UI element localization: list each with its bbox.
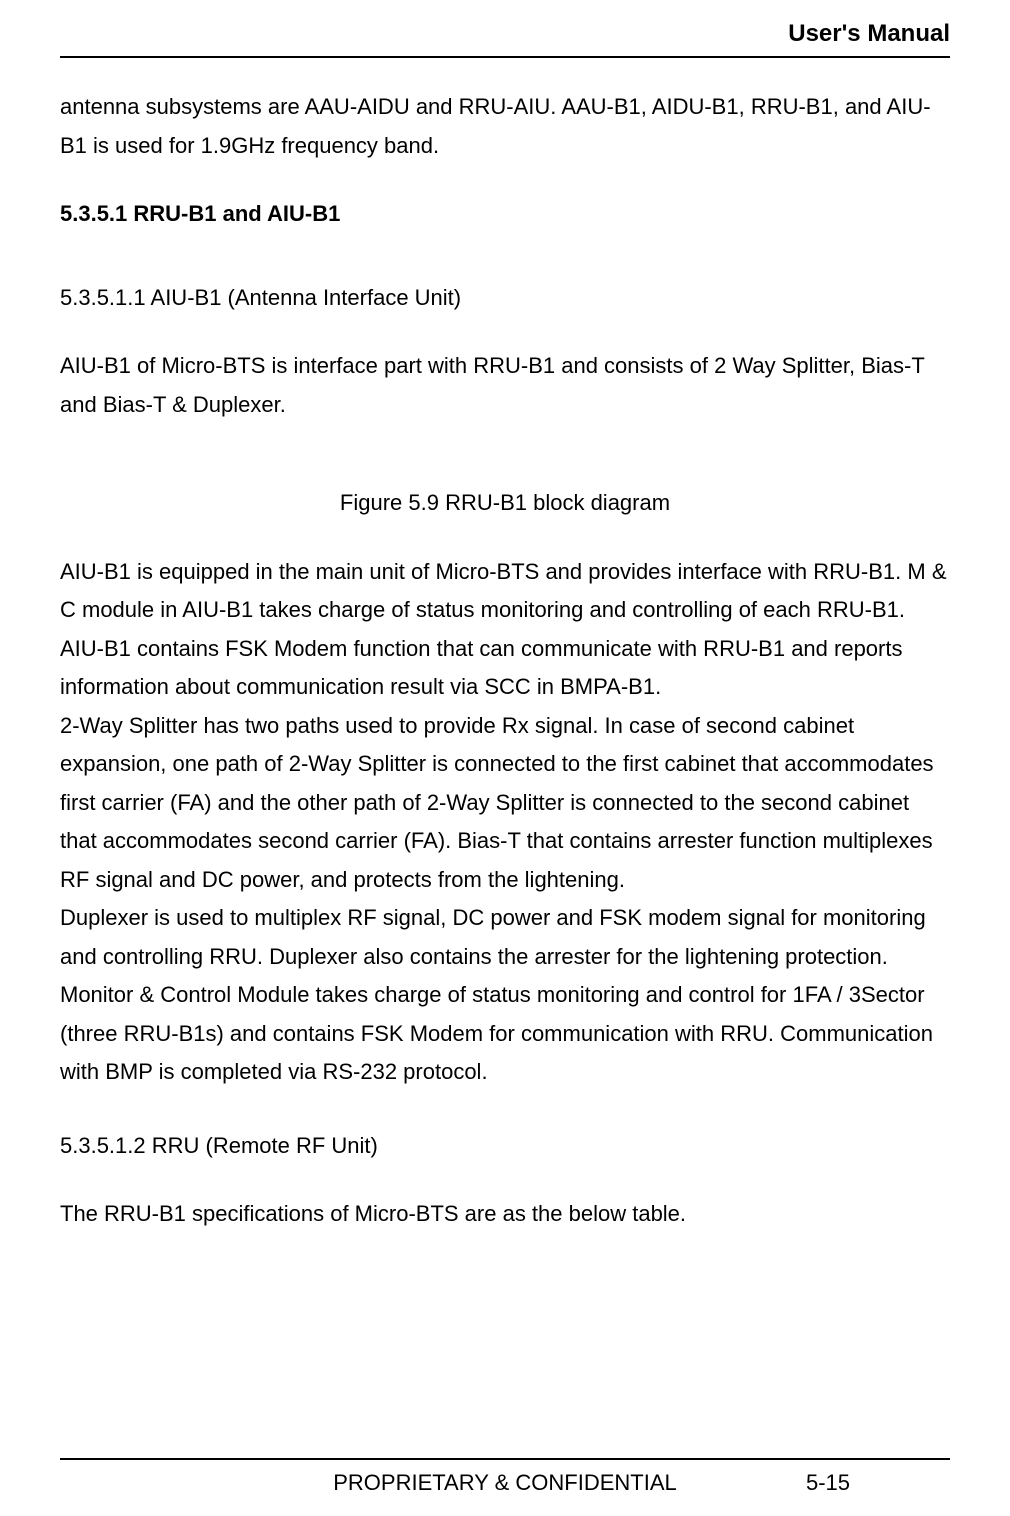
paragraph-aiu-equipped: AIU-B1 is equipped in the main unit of M… <box>60 559 947 700</box>
paragraph-2way-splitter: 2-Way Splitter has two paths used to pro… <box>60 713 934 892</box>
page-header: User's Manual <box>60 20 950 58</box>
subsection-heading-5-3-5-1-2: 5.3.5.1.2 RRU (Remote RF Unit) <box>60 1127 950 1166</box>
page-container: User's Manual antenna subsystems are AAU… <box>0 0 1010 1516</box>
paragraph-duplexer: Duplexer is used to multiplex RF signal,… <box>60 905 926 969</box>
subsection-heading-5-3-5-1-1: 5.3.5.1.1 AIU-B1 (Antenna Interface Unit… <box>60 279 950 318</box>
intro-paragraph: antenna subsystems are AAU-AIDU and RRU-… <box>60 88 950 165</box>
footer-page-number: 5-15 <box>806 1470 850 1496</box>
paragraph-monitor-control: Monitor & Control Module takes charge of… <box>60 982 933 1084</box>
paragraph-rru-spec: The RRU-B1 specifications of Micro-BTS a… <box>60 1195 950 1234</box>
section-heading-5-3-5-1: 5.3.5.1 RRU-B1 and AIU-B1 <box>60 195 950 234</box>
footer-proprietary-text: PROPRIETARY & CONFIDENTIAL <box>333 1470 677 1496</box>
page-content: antenna subsystems are AAU-AIDU and RRU-… <box>60 88 950 1458</box>
main-body-block: AIU-B1 is equipped in the main unit of M… <box>60 553 950 1092</box>
paragraph-aiu-intro: AIU-B1 of Micro-BTS is interface part wi… <box>60 347 950 424</box>
page-footer: PROPRIETARY & CONFIDENTIAL 5-15 <box>60 1458 950 1496</box>
header-title: User's Manual <box>788 20 950 47</box>
figure-caption-5-9: Figure 5.9 RRU-B1 block diagram <box>60 484 950 523</box>
